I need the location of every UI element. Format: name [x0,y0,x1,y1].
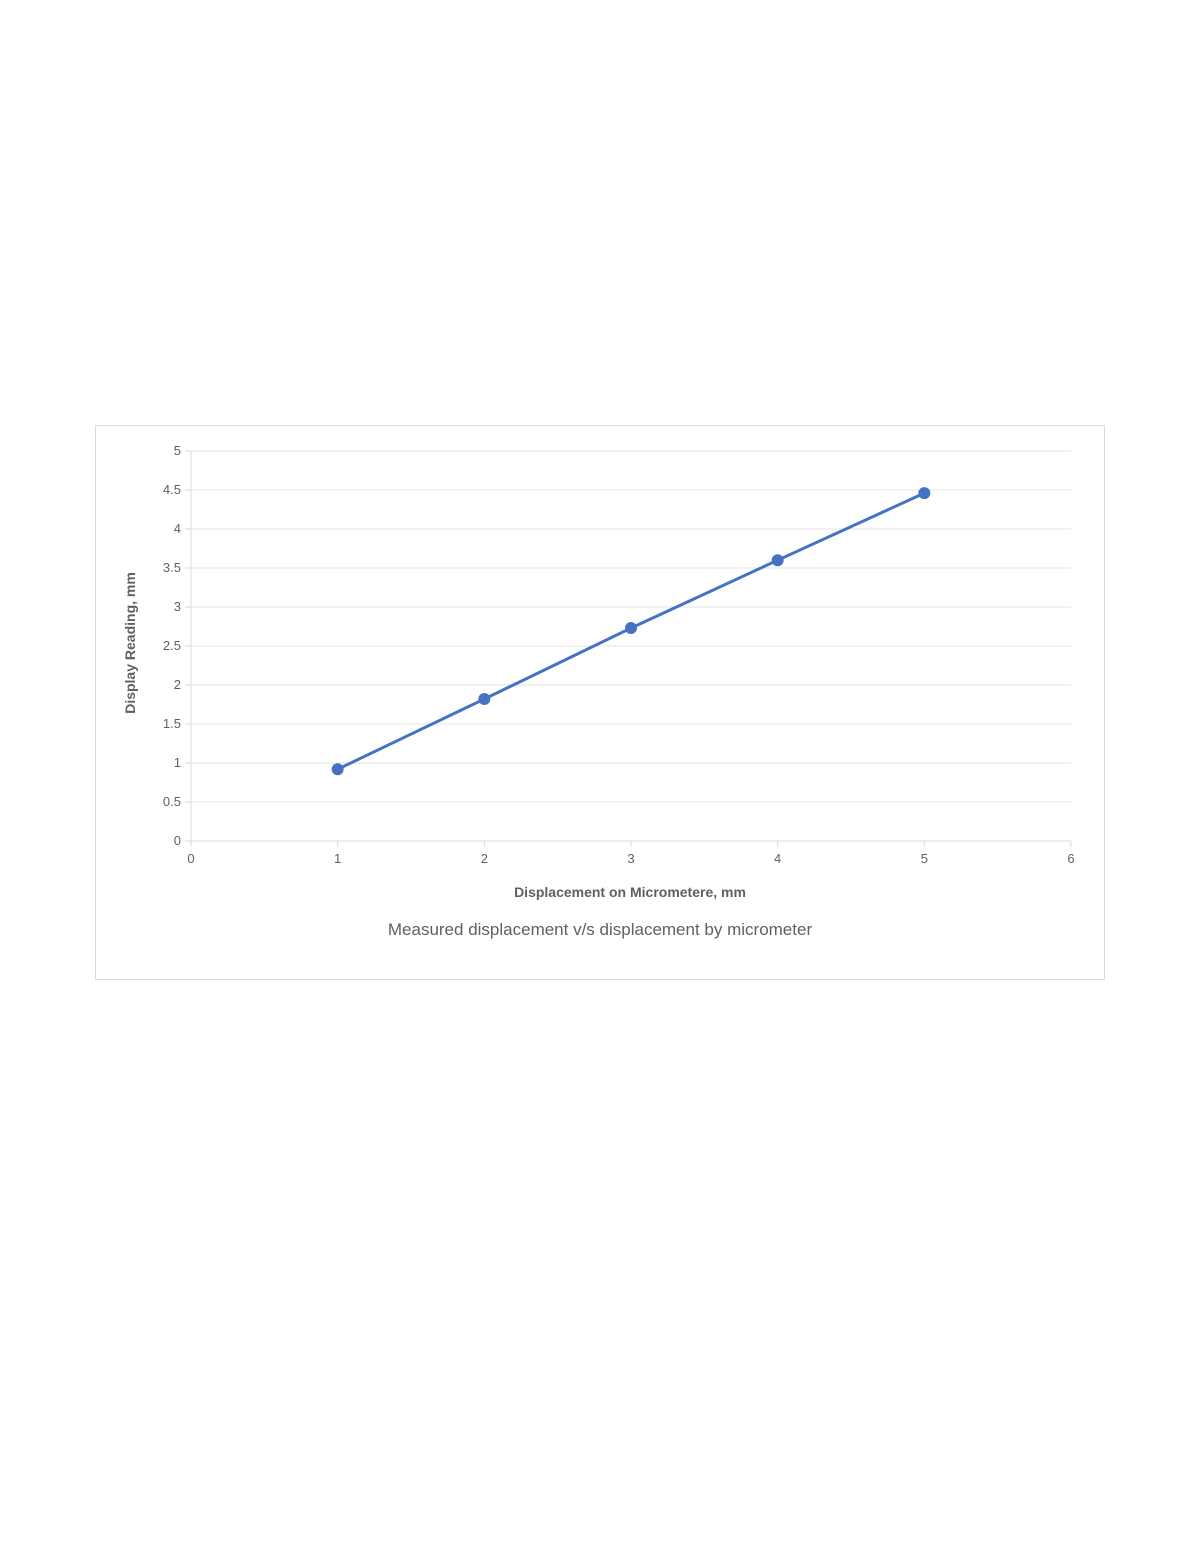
x-axis-label: Displacement on Micrometere, mm [190,884,1070,900]
svg-text:1: 1 [174,755,181,770]
svg-text:0: 0 [187,851,194,866]
svg-text:3: 3 [174,599,181,614]
svg-text:5: 5 [921,851,928,866]
svg-text:2: 2 [481,851,488,866]
svg-text:1: 1 [334,851,341,866]
svg-text:6: 6 [1067,851,1074,866]
svg-text:1.5: 1.5 [163,716,181,731]
svg-text:3: 3 [627,851,634,866]
svg-text:4: 4 [174,521,181,536]
page: 0 0.5 1 1.5 2 2.5 3 3.5 4 4.5 5 0 1 2 3 4 5 6 Display Rea… [0,0,1200,1553]
chart-caption: Measured displacement v/s displacement b… [95,920,1105,940]
svg-text:0: 0 [174,833,181,848]
svg-text:4: 4 [774,851,781,866]
y-axis-label: Display Reading, mm [122,493,138,793]
svg-text:0.5: 0.5 [163,794,181,809]
svg-text:4.5: 4.5 [163,482,181,497]
svg-text:2.5: 2.5 [163,638,181,653]
svg-text:5: 5 [174,443,181,458]
svg-text:2: 2 [174,677,181,692]
svg-text:3.5: 3.5 [163,560,181,575]
